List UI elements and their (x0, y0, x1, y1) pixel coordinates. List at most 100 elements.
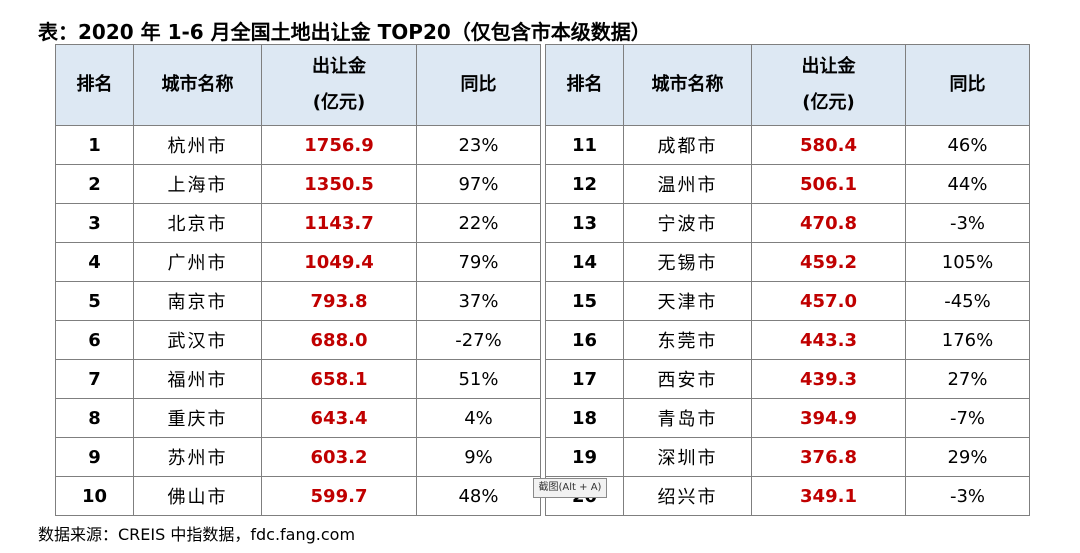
yoy-cell: -27% (416, 320, 541, 360)
table-row: 13 宁波市 470.8 -3% (545, 203, 1030, 243)
amount-cell: 506.1 (751, 164, 906, 204)
yoy-cell: -45% (905, 281, 1030, 321)
city-cell: 广州市 (133, 242, 262, 282)
yoy-cell: 23% (416, 125, 541, 165)
amount-cell: 439.3 (751, 359, 906, 399)
city-cell: 北京市 (133, 203, 262, 243)
rank-cell: 5 (55, 281, 134, 321)
amount-cell: 1049.4 (261, 242, 417, 282)
yoy-cell: 37% (416, 281, 541, 321)
header-amount: 出让金 (亿元) (751, 44, 906, 126)
header-yoy: 同比 (416, 44, 541, 126)
amount-cell: 688.0 (261, 320, 417, 360)
rank-cell: 15 (545, 281, 624, 321)
rank-cell: 16 (545, 320, 624, 360)
rank-cell: 14 (545, 242, 624, 282)
yoy-cell: 48% (416, 476, 541, 516)
table-row: 14 无锡市 459.2 105% (545, 242, 1030, 282)
yoy-cell: 9% (416, 437, 541, 477)
table-row: 20绍兴市349.1-3% (545, 476, 1030, 516)
table-row: 2 上海市 1350.5 97% (55, 164, 541, 204)
table-row: 4 广州市 1049.4 79% (55, 242, 541, 282)
table-row: 3 北京市 1143.7 22% (55, 203, 541, 243)
table-row: 6 武汉市 688.0 -27% (55, 320, 541, 360)
amount-cell: 599.7 (261, 476, 417, 516)
rank-cell: 19 (545, 437, 624, 477)
rank-cell: 10 (55, 476, 134, 516)
yoy-cell: 22% (416, 203, 541, 243)
table-row: 17 西安市 439.3 27% (545, 359, 1030, 399)
header-city: 城市名称 (623, 44, 752, 126)
city-cell: 宁波市 (623, 203, 752, 243)
rank-cell: 2 (55, 164, 134, 204)
city-cell: 成都市 (623, 125, 752, 165)
table-title: 表：2020 年 1-6 月全国土地出让金 TOP20（仅包含市本级数据） (38, 20, 651, 44)
data-source-note: 数据来源：CREIS 中指数据，fdc.fang.com (38, 525, 356, 544)
rank-cell: 8 (55, 398, 134, 438)
amount-cell: 580.4 (751, 125, 906, 165)
table-row: 1 杭州市 1756.9 23% (55, 125, 541, 165)
amount-cell: 394.9 (751, 398, 906, 438)
amount-cell: 349.1 (751, 476, 906, 516)
header-amount-line2: (亿元) (312, 92, 366, 113)
yoy-cell: -3% (905, 203, 1030, 243)
table-row: 12 温州市 506.1 44% (545, 164, 1030, 204)
city-cell: 温州市 (623, 164, 752, 204)
rank-cell: 18 (545, 398, 624, 438)
amount-cell: 658.1 (261, 359, 417, 399)
screenshot-tooltip: 截图(Alt + A) (533, 478, 607, 498)
amount-cell: 459.2 (751, 242, 906, 282)
amount-cell: 376.8 (751, 437, 906, 477)
header-city: 城市名称 (133, 44, 262, 126)
table-row: 19 深圳市 376.8 29% (545, 437, 1030, 477)
header-amount-line2: (亿元) (802, 92, 855, 113)
table-row: 18 青岛市 394.9 -7% (545, 398, 1030, 438)
city-cell: 东莞市 (623, 320, 752, 360)
yoy-cell: 46% (905, 125, 1030, 165)
amount-cell: 457.0 (751, 281, 906, 321)
table-row: 16 东莞市 443.3 176% (545, 320, 1030, 360)
header-amount-line1: 出让金 (801, 56, 856, 77)
rank-cell: 13 (545, 203, 624, 243)
table-row: 8 重庆市 643.4 4% (55, 398, 541, 438)
yoy-cell: 105% (905, 242, 1030, 282)
city-cell: 杭州市 (133, 125, 262, 165)
table-row: 11 成都市 580.4 46% (545, 125, 1030, 165)
header-rank: 排名 (55, 44, 134, 126)
city-cell: 深圳市 (623, 437, 752, 477)
rank-cell: 11 (545, 125, 624, 165)
header-row: 排名 城市名称 出让金 (亿元) 同比 (55, 44, 541, 126)
header-row: 排名 城市名称 出让金 (亿元) 同比 (545, 44, 1030, 126)
yoy-cell: 27% (905, 359, 1030, 399)
table-row: 10 佛山市 599.7 48% (55, 476, 541, 516)
rank-cell: 17 (545, 359, 624, 399)
table-row: 7 福州市 658.1 51% (55, 359, 541, 399)
rank-cell: 1 (55, 125, 134, 165)
city-cell: 无锡市 (623, 242, 752, 282)
yoy-cell: 4% (416, 398, 541, 438)
yoy-cell: 176% (905, 320, 1030, 360)
rank-cell: 12 (545, 164, 624, 204)
header-amount-line1: 出让金 (312, 56, 366, 77)
amount-cell: 603.2 (261, 437, 417, 477)
rank-cell: 7 (55, 359, 134, 399)
city-cell: 绍兴市 (623, 476, 752, 516)
ranking-table-left: 排名 城市名称 出让金 (亿元) 同比 1 杭州市 1756.9 23% 2 上海市 135… (55, 44, 541, 516)
amount-cell: 1350.5 (261, 164, 417, 204)
yoy-cell: -3% (905, 476, 1030, 516)
city-cell: 南京市 (133, 281, 262, 321)
yoy-cell: 97% (416, 164, 541, 204)
city-cell: 天津市 (623, 281, 752, 321)
amount-cell: 1143.7 (261, 203, 417, 243)
amount-cell: 793.8 (261, 281, 417, 321)
amount-cell: 470.8 (751, 203, 906, 243)
city-cell: 苏州市 (133, 437, 262, 477)
yoy-cell: 51% (416, 359, 541, 399)
city-cell: 上海市 (133, 164, 262, 204)
city-cell: 青岛市 (623, 398, 752, 438)
ranking-table-right: 排名 城市名称 出让金 (亿元) 同比 11 成都市 580.4 46% 12 温州市 50… (545, 44, 1030, 516)
header-yoy: 同比 (905, 44, 1030, 126)
amount-cell: 1756.9 (261, 125, 417, 165)
city-cell: 西安市 (623, 359, 752, 399)
amount-cell: 643.4 (261, 398, 417, 438)
